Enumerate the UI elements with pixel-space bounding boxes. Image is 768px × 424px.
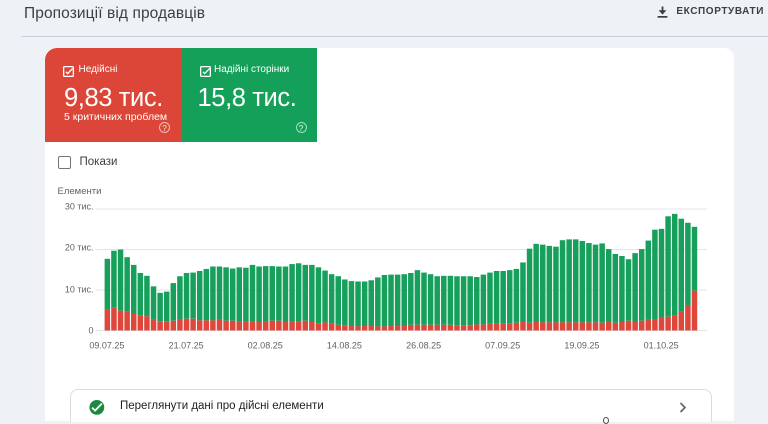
svg-text:07.09.25: 07.09.25 [485,341,520,351]
svg-text:09.07.25: 09.07.25 [89,341,124,351]
svg-text:02.08.25: 02.08.25 [248,341,283,351]
svg-text:0: 0 [88,326,93,336]
svg-text:19.09.25: 19.09.25 [564,341,599,351]
svg-text:26.08.25: 26.08.25 [406,341,441,351]
svg-text:14.08.25: 14.08.25 [327,341,362,351]
svg-text:20 тис.: 20 тис. [65,243,94,253]
svg-text:10 тис.: 10 тис. [65,285,94,295]
svg-text:01.10.25: 01.10.25 [644,341,679,351]
svg-text:21.07.25: 21.07.25 [169,341,204,351]
svg-text:30 тис.: 30 тис. [65,202,94,212]
